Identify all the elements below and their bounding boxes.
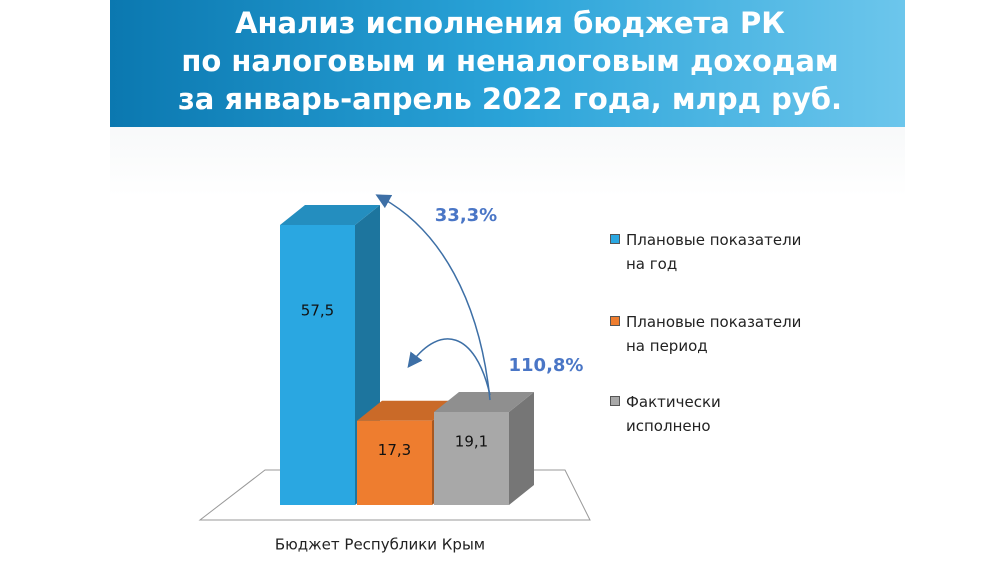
value-label: 57,5 <box>301 301 334 319</box>
title-line: за январь-апрель 2022 года, млрд руб. <box>178 82 842 116</box>
arrow <box>375 194 491 401</box>
x-tick-label: Бюджет Республики Крым <box>275 536 485 554</box>
title: Анализ исполнения бюджета РК по налоговым… <box>178 6 842 116</box>
bars: 57,5 17,3 19,1 <box>280 204 534 505</box>
title-line: по налоговым и неналоговым доходам <box>181 44 838 78</box>
value-label: 19,1 <box>455 432 488 450</box>
annotation: 33,3% <box>435 205 497 226</box>
bar <box>434 411 509 505</box>
annotation: 110,8% <box>509 355 584 376</box>
legend-item: Плановые показатели на период <box>610 310 806 358</box>
legend-swatch <box>610 396 620 406</box>
header-bg <box>110 0 905 127</box>
legend-swatch <box>610 316 620 326</box>
bar-top <box>434 391 534 412</box>
arrow <box>407 338 491 396</box>
legend-item: Плановые показатели на год <box>610 228 806 276</box>
bar <box>280 224 355 505</box>
legend-label: Плановые показатели на год <box>626 231 802 273</box>
legend-item: Фактически исполнено <box>610 390 806 438</box>
bar <box>357 420 432 505</box>
bar-top <box>357 400 457 421</box>
legend-label: Плановые показатели на период <box>626 313 802 355</box>
bar-side <box>509 391 534 505</box>
title-line: Анализ исполнения бюджета РК <box>235 6 785 40</box>
legend-swatch <box>610 234 620 244</box>
value-label: 17,3 <box>378 441 411 459</box>
legend-label: Фактически исполнено <box>626 393 721 435</box>
bar-top <box>280 204 380 225</box>
